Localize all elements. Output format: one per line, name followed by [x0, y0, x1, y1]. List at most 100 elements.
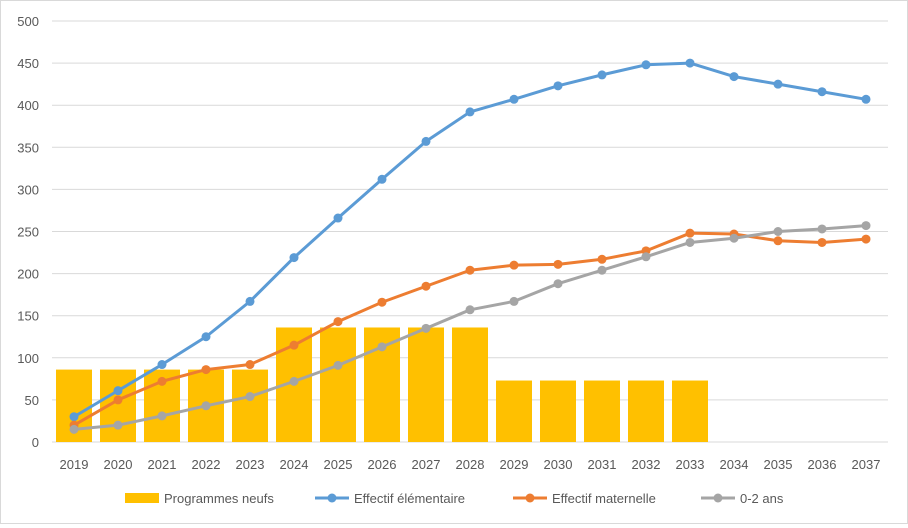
- y-axis: 0 50 100 150 200 250 300 350 400 450 500: [17, 14, 39, 450]
- series-1-point: [69, 412, 79, 422]
- x-tick-label: 2026: [368, 457, 397, 472]
- x-tick-label: 2036: [808, 457, 837, 472]
- series-2-point: [421, 281, 431, 291]
- bar-programmes-neufs: [408, 327, 444, 442]
- series-3-point: [597, 265, 607, 275]
- y-tick-label: 450: [17, 56, 39, 71]
- x-tick-label: 2029: [500, 457, 529, 472]
- y-tick-label: 350: [17, 140, 39, 155]
- x-tick-label: 2021: [148, 457, 177, 472]
- series-2-point: [817, 237, 827, 247]
- series-2-point: [289, 340, 299, 350]
- y-tick-label: 150: [17, 309, 39, 324]
- series-1-point: [861, 94, 871, 104]
- y-tick-label: 300: [17, 182, 39, 197]
- legend: Programmes neufs Effectif élémentaire Effe…: [125, 491, 784, 506]
- bar-programmes-neufs: [540, 380, 576, 442]
- series-1-point: [201, 332, 211, 342]
- series-2-point: [861, 234, 871, 244]
- series-1-point: [729, 72, 739, 82]
- y-tick-label: 100: [17, 351, 39, 366]
- series-3-point: [553, 279, 563, 289]
- x-tick-label: 2033: [676, 457, 705, 472]
- x-tick-label: 2037: [852, 457, 881, 472]
- series-1-point: [553, 81, 563, 91]
- x-tick-label: 2020: [104, 457, 133, 472]
- y-tick-label: 0: [32, 435, 39, 450]
- series-3-point: [201, 401, 211, 411]
- series-3-point: [773, 227, 783, 236]
- series-2-point: [245, 360, 255, 370]
- series-3-point: [245, 392, 255, 402]
- series-2-point: [553, 259, 563, 269]
- x-axis: 2019 2020 2021 2022 2023 2024 2025 2026 2027 2028…: [60, 457, 881, 472]
- bar-programmes-neufs: [584, 380, 620, 442]
- y-tick-label: 50: [25, 393, 39, 408]
- bar-programmes-neufs: [320, 327, 356, 442]
- bar-programmes-neufs: [672, 380, 708, 442]
- bar-programmes-neufs: [452, 327, 488, 442]
- x-tick-label: 2035: [764, 457, 793, 472]
- x-tick-label: 2027: [412, 457, 441, 472]
- bar-programmes-neufs: [628, 380, 664, 442]
- series-1-point: [685, 58, 695, 68]
- series-1-point: [289, 253, 299, 263]
- series-3-point: [641, 252, 651, 262]
- series-3-point: [113, 420, 123, 430]
- series-1-point: [377, 174, 387, 184]
- legend-swatch-marker: [525, 493, 535, 503]
- x-tick-label: 2024: [280, 457, 309, 472]
- series-2-point: [773, 236, 783, 246]
- series-3-point: [421, 323, 431, 333]
- series-1-point: [421, 136, 431, 146]
- series-1-point: [465, 107, 475, 117]
- x-tick-label: 2025: [324, 457, 353, 472]
- legend-label: Effectif élémentaire: [354, 491, 465, 506]
- series-2-point: [597, 254, 607, 264]
- series-1-point: [773, 79, 783, 89]
- bar-series: [56, 327, 708, 442]
- y-tick-label: 250: [17, 225, 39, 240]
- legend-label: 0-2 ans: [740, 491, 784, 506]
- series-2-point: [465, 265, 475, 275]
- x-tick-label: 2022: [192, 457, 221, 472]
- x-tick-label: 2034: [720, 457, 749, 472]
- series-2-point: [509, 260, 519, 270]
- x-tick-label: 2031: [588, 457, 617, 472]
- series-3-point: [729, 233, 739, 243]
- x-tick-label: 2030: [544, 457, 573, 472]
- legend-swatch-marker: [327, 493, 337, 503]
- series-1-point: [113, 386, 123, 396]
- series-1-point: [509, 94, 519, 104]
- series-3-point: [69, 424, 79, 434]
- series-1-point: [817, 87, 827, 97]
- x-tick-label: 2019: [60, 457, 89, 472]
- bar-programmes-neufs: [496, 380, 532, 442]
- series-3-point: [509, 296, 519, 306]
- series-3-point: [817, 224, 827, 234]
- series-2-point: [333, 317, 343, 327]
- x-tick-label: 2023: [236, 457, 265, 472]
- series-2-point: [201, 365, 211, 375]
- x-tick-label: 2028: [456, 457, 485, 472]
- legend-swatch-marker: [713, 493, 723, 503]
- series-1-point: [157, 360, 167, 370]
- legend-label: Effectif maternelle: [552, 491, 656, 506]
- series-3-point: [333, 360, 343, 370]
- y-tick-label: 400: [17, 98, 39, 113]
- y-tick-label: 500: [17, 14, 39, 29]
- series-3-point: [157, 411, 167, 421]
- series-2-point: [113, 395, 123, 405]
- series-1-point: [641, 60, 651, 70]
- y-tick-label: 200: [17, 267, 39, 282]
- x-tick-label: 2032: [632, 457, 661, 472]
- series-2-point: [157, 376, 167, 386]
- series-3-point: [377, 342, 387, 352]
- series-2-point: [685, 228, 695, 238]
- series-1-point: [245, 296, 255, 306]
- legend-label: Programmes neufs: [164, 491, 274, 506]
- series-1-point: [333, 213, 343, 223]
- series-3-point: [861, 221, 871, 231]
